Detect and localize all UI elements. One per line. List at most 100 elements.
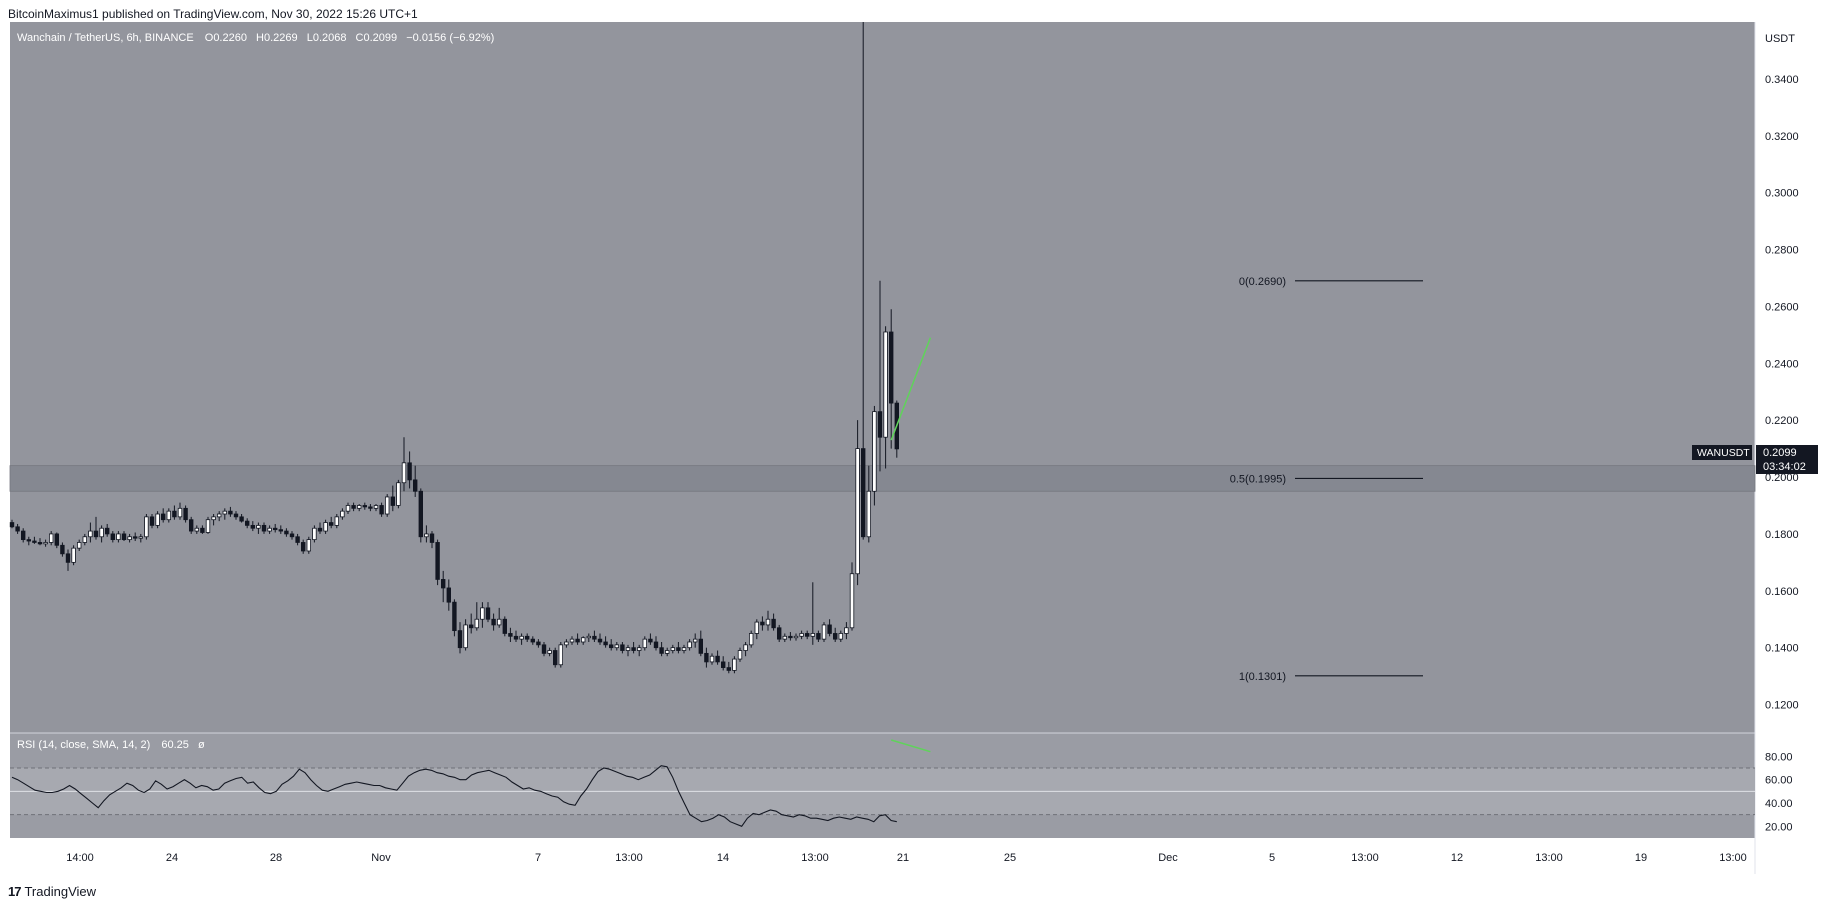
support-resistance-zone bbox=[9, 465, 1756, 492]
candle bbox=[877, 280, 883, 472]
price-axis-tick: 0.2400 bbox=[1765, 358, 1799, 370]
candle bbox=[256, 522, 261, 534]
candle bbox=[244, 518, 250, 529]
candle bbox=[637, 644, 642, 657]
candle bbox=[665, 647, 670, 657]
candle-body bbox=[82, 536, 87, 543]
candle bbox=[508, 627, 513, 642]
candle bbox=[239, 514, 244, 523]
candle bbox=[216, 511, 222, 522]
candle bbox=[889, 309, 894, 449]
candle-body bbox=[160, 513, 166, 521]
candle bbox=[295, 533, 300, 546]
price-trendline bbox=[890, 337, 932, 441]
candle-body bbox=[760, 621, 765, 626]
candle-body bbox=[328, 522, 334, 526]
rsi-legend-value: 60.25 bbox=[161, 739, 189, 751]
rsi-legend: RSI (14, close, SMA, 14, 2) 60.25 ø bbox=[17, 739, 205, 751]
candle-body bbox=[866, 490, 871, 538]
candle-body bbox=[737, 650, 743, 660]
candle-body bbox=[110, 533, 115, 541]
price-tag-price: 0.2099 bbox=[1763, 447, 1797, 459]
candle-body bbox=[653, 641, 659, 649]
candle bbox=[194, 525, 199, 534]
candle-body bbox=[267, 527, 272, 532]
candle-body bbox=[233, 513, 239, 518]
candle bbox=[233, 511, 239, 520]
candle bbox=[110, 531, 115, 543]
candle-body bbox=[256, 524, 261, 529]
candle bbox=[609, 639, 614, 651]
candle-body bbox=[239, 516, 244, 522]
time-axis-tick: 14 bbox=[717, 852, 729, 864]
candle-body bbox=[709, 655, 715, 663]
candle-body bbox=[9, 522, 15, 528]
candle bbox=[743, 641, 748, 657]
footer-brand: TradingView bbox=[24, 884, 97, 899]
candle-body bbox=[99, 527, 104, 538]
candle bbox=[368, 504, 373, 512]
candle bbox=[485, 602, 491, 623]
price-axis-tick: 0.2600 bbox=[1765, 301, 1799, 313]
candle bbox=[457, 622, 463, 654]
candle bbox=[765, 610, 771, 631]
candle-body bbox=[172, 510, 177, 518]
candle-body bbox=[665, 650, 670, 654]
candle bbox=[32, 536, 37, 544]
candle-body bbox=[597, 638, 603, 643]
candle-body bbox=[872, 411, 877, 492]
candle-body bbox=[435, 542, 440, 580]
low-value: 0.2068 bbox=[313, 32, 347, 44]
candle-body bbox=[715, 655, 720, 663]
candle-body bbox=[519, 635, 524, 640]
candle bbox=[698, 630, 703, 657]
candle-body bbox=[373, 505, 379, 509]
candle bbox=[356, 504, 362, 512]
candle bbox=[88, 522, 93, 543]
price-chart[interactable]: USDT 0.3400 0.3200 0.3000 0.2800 0.2600 0.240… bbox=[0, 22, 1834, 897]
candle bbox=[810, 582, 815, 645]
candle-body bbox=[569, 638, 575, 643]
candle bbox=[659, 641, 664, 657]
candle bbox=[558, 641, 563, 668]
candle bbox=[855, 420, 860, 586]
open-value: 0.2260 bbox=[213, 32, 247, 44]
candle bbox=[401, 437, 407, 492]
rsi-axis-tick: 40.00 bbox=[1765, 798, 1793, 810]
currency-label: USDT bbox=[1765, 33, 1795, 45]
candle-body bbox=[877, 411, 883, 438]
candle bbox=[49, 531, 54, 546]
rsi-trendline bbox=[890, 739, 931, 753]
time-axis-tick: Dec bbox=[1158, 852, 1178, 864]
high-value: 0.2269 bbox=[264, 32, 298, 44]
candle-body bbox=[530, 638, 535, 643]
candle-body bbox=[681, 647, 687, 651]
candle-body bbox=[211, 516, 216, 521]
candle-body bbox=[105, 527, 110, 535]
candle bbox=[799, 630, 804, 640]
rsi-axis-tick: 80.00 bbox=[1765, 751, 1793, 763]
candle bbox=[872, 405, 877, 506]
candle-body bbox=[788, 635, 793, 639]
candle-body bbox=[93, 530, 99, 538]
candle-body bbox=[43, 542, 48, 545]
candle-body bbox=[849, 573, 855, 629]
candle-body bbox=[502, 618, 507, 634]
candle bbox=[300, 539, 306, 554]
candle-body bbox=[525, 635, 530, 640]
candle-body bbox=[340, 510, 345, 518]
candle bbox=[693, 633, 698, 648]
candle-body bbox=[693, 638, 698, 643]
price-axis-tick: 0.1600 bbox=[1765, 586, 1799, 598]
candle-body bbox=[440, 579, 446, 589]
time-axis-tick: 13:00 bbox=[1351, 852, 1379, 864]
price-tag-countdown: 03:34:02 bbox=[1763, 461, 1806, 473]
candle-body bbox=[177, 507, 183, 518]
candle bbox=[844, 622, 849, 640]
candle bbox=[586, 633, 591, 642]
candle-body bbox=[396, 482, 401, 506]
candle-body bbox=[32, 540, 37, 543]
time-axis-tick: 24 bbox=[166, 852, 178, 864]
candle-body bbox=[810, 633, 815, 637]
candle bbox=[177, 502, 183, 520]
